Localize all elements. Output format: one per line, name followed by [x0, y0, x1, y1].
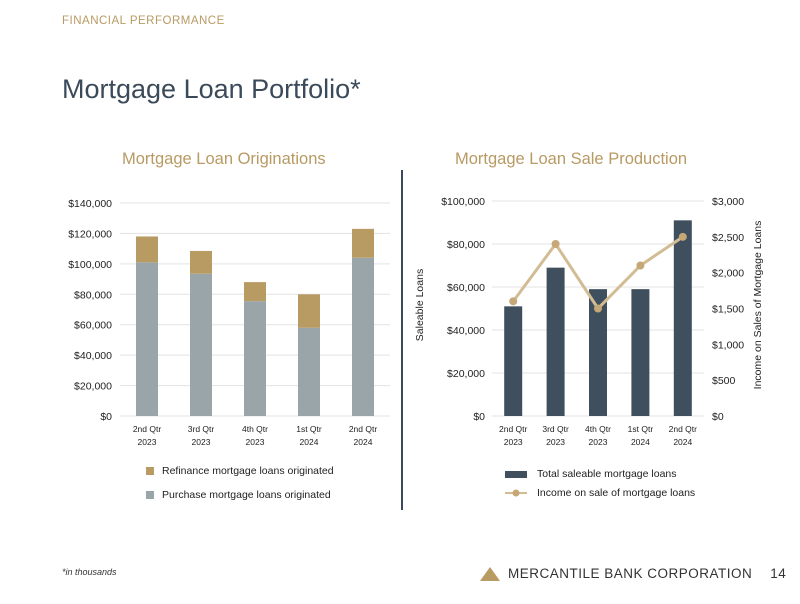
- originations-chart-title: Mortgage Loan Originations: [122, 150, 326, 168]
- y2-tick-label: $0: [712, 411, 724, 423]
- legend-refinance: Refinance mortgage loans originated: [146, 465, 334, 477]
- y-tick-label: $80,000: [447, 239, 485, 251]
- y-tick-label: $40,000: [447, 325, 485, 337]
- x-tick-label: 4th Qtr: [585, 424, 611, 434]
- legend-label: Refinance mortgage loans originated: [162, 465, 334, 477]
- legend-line-marker: [505, 489, 527, 497]
- legend-swatch: [146, 491, 154, 499]
- bar-saleable: [546, 267, 565, 416]
- bar-refinance: [244, 282, 266, 302]
- bar-saleable: [631, 289, 650, 416]
- y-tick-label: $140,000: [68, 198, 112, 210]
- y2-tick-label: $2,000: [712, 268, 744, 280]
- y2-tick-label: $1,500: [712, 304, 744, 316]
- bar-refinance: [352, 228, 374, 258]
- x-tick-label-year: 2023: [504, 437, 523, 447]
- bar-refinance: [136, 236, 158, 263]
- legend-swatch: [146, 467, 154, 475]
- y-tick-label: $20,000: [447, 368, 485, 380]
- y2-axis-label: Income on Sales of Mortgage Loans: [752, 221, 764, 390]
- x-tick-label-year: 2024: [354, 437, 373, 447]
- bar-refinance: [298, 294, 320, 328]
- bar-purchase: [298, 327, 320, 416]
- bar-purchase: [352, 257, 374, 416]
- x-tick-label: 3rd Qtr: [188, 424, 215, 434]
- x-tick-label-year: 2023: [589, 437, 608, 447]
- income-point: [678, 232, 687, 241]
- y2-tick-label: $3,000: [712, 196, 744, 208]
- legend-label: Purchase mortgage loans originated: [162, 489, 331, 501]
- logo-triangle-icon: [480, 566, 500, 581]
- x-tick-label-year: 2024: [673, 437, 692, 447]
- company-name: MERCANTILE BANK CORPORATION: [508, 566, 753, 581]
- income-point: [594, 304, 602, 313]
- bar-saleable: [589, 289, 607, 416]
- x-tick-label-year: 2024: [300, 437, 319, 447]
- bar-refinance: [190, 250, 212, 274]
- x-tick-label: 2nd Qtr: [499, 424, 528, 434]
- bar-saleable: [504, 306, 523, 416]
- bar-purchase: [190, 273, 212, 416]
- legend-label: Total saleable mortgage loans: [537, 468, 677, 480]
- x-tick-label: 2nd Qtr: [133, 424, 162, 434]
- y-tick-label: $120,000: [68, 228, 112, 240]
- section-label: FINANCIAL PERFORMANCE: [62, 15, 225, 27]
- y-tick-label: $100,000: [68, 259, 112, 271]
- y-tick-label: $80,000: [74, 289, 112, 301]
- x-tick-label: 1st Qtr: [296, 424, 322, 434]
- y-tick-label: $60,000: [74, 320, 112, 332]
- brand: MERCANTILE BANK CORPORATION 14: [480, 566, 786, 581]
- legend-saleable: Total saleable mortgage loans: [505, 468, 677, 480]
- y-tick-label: $20,000: [74, 381, 112, 393]
- legend-purchase: Purchase mortgage loans originated: [146, 489, 331, 501]
- x-tick-label: 4th Qtr: [242, 424, 268, 434]
- y2-tick-label: $500: [712, 375, 736, 387]
- x-tick-label: 3rd Qtr: [542, 424, 569, 434]
- y-tick-label: $0: [100, 411, 112, 423]
- y2-tick-label: $2,500: [712, 232, 744, 244]
- y-tick-label: $100,000: [441, 196, 485, 208]
- page-number: 14: [770, 566, 787, 581]
- income-point: [509, 297, 518, 306]
- y-axis-label: Saleable Loans: [414, 269, 426, 341]
- footnote: *in thousands: [62, 567, 117, 577]
- x-tick-label-year: 2024: [631, 437, 650, 447]
- x-tick-label: 1st Qtr: [628, 424, 654, 434]
- bar-purchase: [244, 301, 266, 416]
- x-tick-label-year: 2023: [192, 437, 211, 447]
- y-tick-label: $40,000: [74, 350, 112, 362]
- y2-tick-label: $1,000: [712, 339, 744, 351]
- income-point: [636, 261, 645, 270]
- x-tick-label: 2nd Qtr: [349, 424, 378, 434]
- legend-swatch: [505, 470, 527, 478]
- bar-purchase: [136, 262, 158, 416]
- bar-saleable: [673, 220, 692, 416]
- legend-label: Income on sale of mortgage loans: [537, 487, 696, 499]
- y-tick-label: $60,000: [447, 282, 485, 294]
- x-tick-label-year: 2023: [138, 437, 157, 447]
- x-tick-label-year: 2023: [546, 437, 565, 447]
- y-tick-label: $0: [473, 411, 485, 423]
- x-tick-label-year: 2023: [246, 437, 265, 447]
- divider: [401, 170, 403, 510]
- x-tick-label: 2nd Qtr: [669, 424, 698, 434]
- income-point: [551, 240, 560, 248]
- page-title: Mortgage Loan Portfolio*: [62, 74, 361, 104]
- legend-income: Income on sale of mortgage loans: [505, 487, 695, 499]
- sale-production-chart-title: Mortgage Loan Sale Production: [455, 150, 688, 168]
